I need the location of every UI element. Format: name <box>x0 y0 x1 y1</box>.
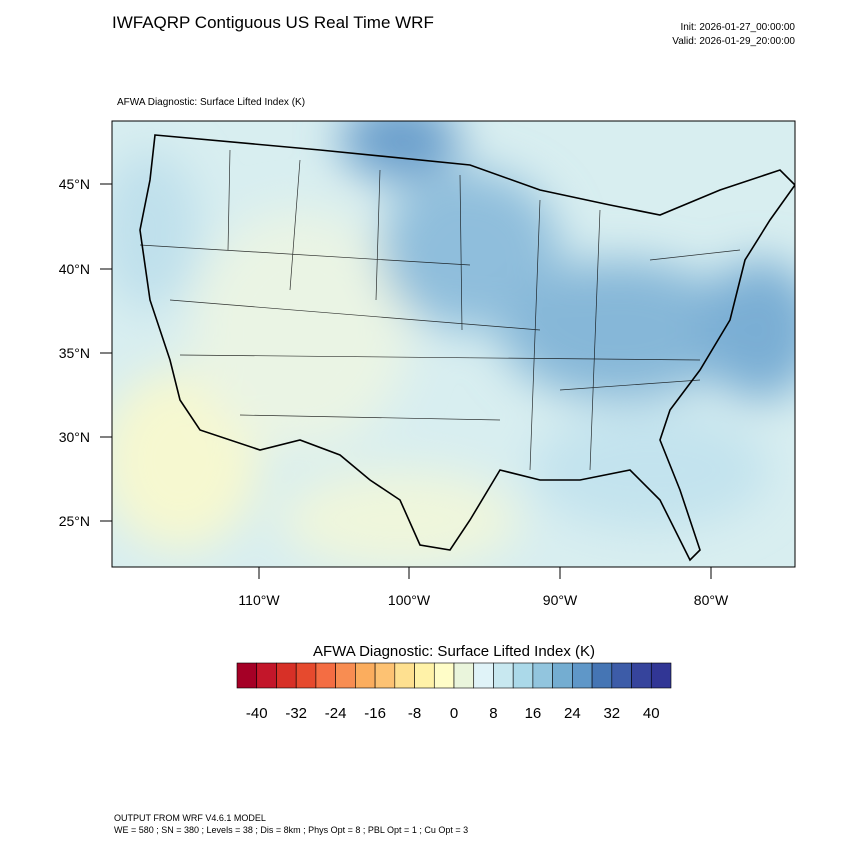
subtitle: AFWA Diagnostic: Surface Lifted Index (K… <box>117 97 305 108</box>
colorbar-tick-label: -40 <box>246 705 268 722</box>
lon-label: 90°W <box>543 592 578 608</box>
colorbar-box <box>611 662 632 689</box>
footer-line: WE = 580 ; SN = 380 ; Levels = 38 ; Dis … <box>114 825 468 835</box>
colorbar-box <box>572 662 593 689</box>
colorbar-box <box>453 662 475 689</box>
colorbar-box <box>473 662 494 689</box>
lon-label: 100°W <box>388 592 431 608</box>
lon-label: 80°W <box>694 592 729 608</box>
colorbar: -40 -32 -24 -16 -8 0 8 16 24 32 40 <box>236 662 672 722</box>
colorbar-box <box>315 662 336 689</box>
colorbar-box <box>591 662 613 689</box>
colorbar-box <box>374 662 396 689</box>
colorbar-box <box>631 662 652 689</box>
colorbar-tick-label: 16 <box>525 705 542 722</box>
lon-label: 110°W <box>238 592 280 608</box>
colorbar-box <box>532 662 553 689</box>
colorbar-box <box>295 662 317 689</box>
lat-labels: 45°N 40°N 35°N 30°N 25°N <box>59 176 90 529</box>
colorbar-tick-label: -24 <box>325 705 347 722</box>
lat-label: 45°N <box>59 176 90 192</box>
colorbar-box <box>276 662 297 689</box>
colorbar-box <box>335 662 356 689</box>
colorbar-box <box>493 662 514 689</box>
colorbar-tick-label: 0 <box>450 705 458 722</box>
colorbar-box <box>552 662 573 689</box>
init-time: Init: 2026-01-27_00:00:00 <box>680 22 795 33</box>
colorbar-title: AFWA Diagnostic: Surface Lifted Index (K… <box>313 643 595 660</box>
lon-labels: 110°W 100°W 90°W 80°W <box>238 592 729 608</box>
map-ticks <box>100 183 712 579</box>
lat-label: 40°N <box>59 261 90 277</box>
colorbar-tick-label: 8 <box>489 705 497 722</box>
colorbar-tick-label: 24 <box>564 705 581 722</box>
colorbar-tick-label: 40 <box>643 705 660 722</box>
colorbar-tick-label: -32 <box>285 705 307 722</box>
colorbar-box <box>433 662 455 689</box>
colorbar-box <box>256 662 277 689</box>
colorbar-box <box>355 662 376 689</box>
footer-line: OUTPUT FROM WRF V4.6.1 MODEL <box>114 813 266 823</box>
colorbar-box <box>394 662 415 689</box>
valid-time: Valid: 2026-01-29_20:00:00 <box>672 36 795 47</box>
lat-label: 30°N <box>59 429 90 445</box>
lat-label: 25°N <box>59 513 90 529</box>
colorbar-box <box>650 662 672 689</box>
colorbar-tick-label: -8 <box>408 705 421 722</box>
colorbar-box <box>512 662 534 689</box>
colorbar-tick-label: -16 <box>364 705 386 722</box>
lat-label: 35°N <box>59 345 90 361</box>
title: IWFAQRP Contiguous US Real Time WRF <box>112 13 434 32</box>
map-frame <box>111 120 796 568</box>
map-field <box>112 121 795 567</box>
colorbar-box <box>414 662 435 689</box>
colorbar-box <box>236 662 258 689</box>
colorbar-tick-label: 32 <box>603 705 620 722</box>
